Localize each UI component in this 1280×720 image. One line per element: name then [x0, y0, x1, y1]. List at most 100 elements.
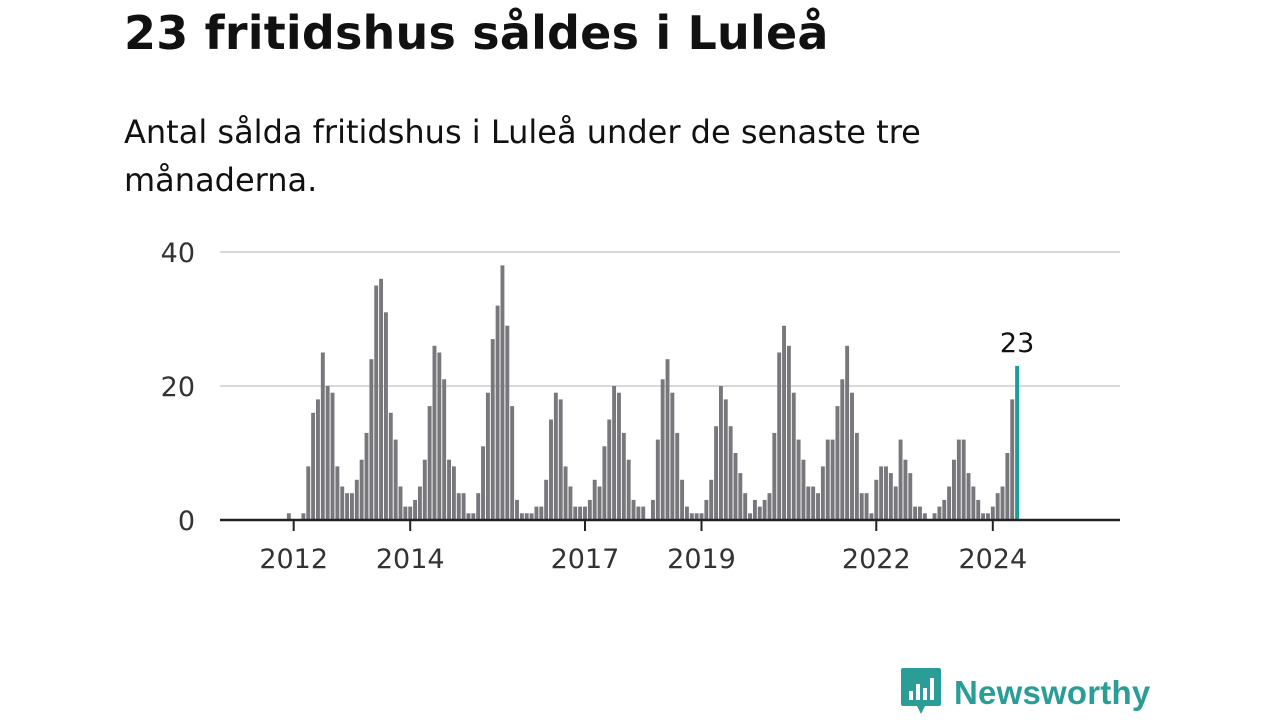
- bar: [689, 513, 694, 520]
- bar: [398, 486, 403, 520]
- bar: [913, 506, 918, 520]
- bar: [956, 439, 961, 520]
- bar: [811, 486, 816, 520]
- bar: [364, 432, 369, 520]
- bar: [738, 473, 743, 520]
- bar: [335, 466, 340, 520]
- bar: [932, 513, 937, 520]
- bar-chart: 0 20 40 2012 2014 2017 2019 2022 2024 23: [161, 238, 1120, 575]
- bar: [481, 446, 485, 520]
- brand-name: Newsworthy: [954, 674, 1151, 711]
- bar: [922, 513, 927, 520]
- bar: [641, 506, 646, 520]
- bar: [981, 513, 986, 520]
- bar: [733, 453, 738, 520]
- bar: [942, 499, 947, 520]
- bar: [500, 265, 505, 520]
- bar: [743, 493, 748, 520]
- bar: [383, 312, 388, 520]
- bar: [937, 506, 942, 520]
- bar: [864, 493, 869, 520]
- bar: [777, 352, 782, 520]
- bar: [519, 513, 524, 520]
- x-tick-label: 2019: [667, 544, 736, 575]
- bar: [728, 426, 733, 520]
- bar: [539, 506, 544, 520]
- bar: [471, 513, 476, 520]
- bar: [884, 466, 888, 520]
- bar: [330, 392, 335, 520]
- bar: [718, 386, 723, 520]
- bar: [845, 345, 850, 520]
- bar: [437, 352, 442, 520]
- bar: [990, 506, 995, 520]
- bar: [952, 459, 956, 520]
- bar: [558, 399, 563, 520]
- bar: [723, 399, 728, 520]
- bar: [903, 459, 908, 520]
- y-tick-label: 0: [178, 506, 195, 537]
- bar: [320, 352, 325, 520]
- bar: [451, 466, 456, 520]
- y-tick-label: 40: [161, 238, 195, 269]
- x-tick-label: 2017: [551, 544, 620, 575]
- bar: [655, 439, 660, 520]
- bar: [854, 432, 859, 520]
- bar: [388, 412, 393, 520]
- bar: [806, 486, 811, 520]
- bar: [316, 399, 320, 520]
- bar: [762, 499, 767, 520]
- bar: [495, 305, 500, 520]
- bar: [665, 359, 670, 520]
- bar: [442, 379, 447, 520]
- bar: [816, 493, 820, 520]
- bar: [908, 473, 913, 520]
- highlight-bar: [1015, 365, 1020, 520]
- bar: [393, 439, 398, 520]
- bar: [869, 513, 874, 520]
- bar: [1010, 399, 1015, 520]
- bar: [772, 432, 777, 520]
- bar: [757, 506, 762, 520]
- bar: [874, 479, 879, 520]
- bar: [879, 466, 884, 520]
- bar: [607, 419, 612, 520]
- bar: [893, 486, 898, 520]
- bar: [675, 432, 680, 520]
- x-tick-label: 2012: [259, 544, 328, 575]
- bar: [626, 459, 631, 520]
- bar: [748, 513, 753, 520]
- bar: [553, 392, 558, 520]
- bar: [651, 499, 655, 520]
- bar: [947, 486, 952, 520]
- bar: [422, 459, 427, 520]
- bar: [583, 506, 587, 520]
- bar: [534, 506, 539, 520]
- bar: [340, 486, 345, 520]
- bar: [578, 506, 583, 520]
- bar: [694, 513, 699, 520]
- bar: [791, 392, 796, 520]
- bar: [714, 426, 719, 520]
- bar: [621, 432, 626, 520]
- bar: [660, 379, 665, 520]
- bar: [782, 325, 786, 520]
- bar: [684, 506, 689, 520]
- bar: [587, 499, 592, 520]
- bar: [524, 513, 529, 520]
- bar: [888, 473, 893, 520]
- bar: [767, 493, 772, 520]
- bar: [670, 392, 675, 520]
- bar: [413, 499, 418, 520]
- brand: Newsworthy: [900, 668, 1151, 716]
- bar: [786, 345, 791, 520]
- chart-subtitle: Antal sålda fritidshus i Luleå under de …: [124, 113, 921, 199]
- bar: [995, 493, 1000, 520]
- bar: [602, 446, 607, 520]
- bar: [325, 386, 330, 520]
- bar: [456, 493, 461, 520]
- bar: [563, 466, 568, 520]
- bar: [820, 466, 825, 520]
- chart-title: 23 fritidshus såldes i Luleå: [124, 6, 829, 60]
- bar: [1000, 486, 1005, 520]
